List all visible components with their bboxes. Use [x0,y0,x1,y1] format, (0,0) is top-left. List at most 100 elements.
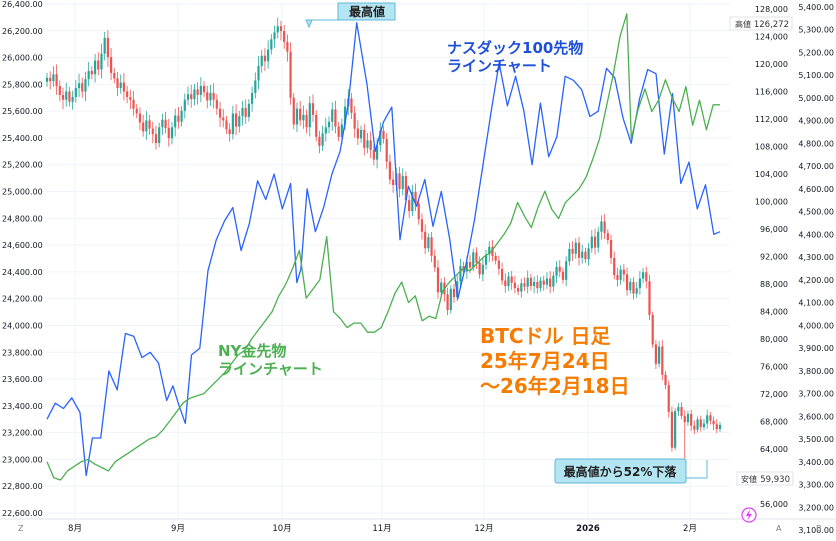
btc-candle [279,20,283,41]
btc-candle [167,118,170,147]
btc-candle [132,91,135,116]
btc-candle [270,34,273,55]
btc-candle [549,271,552,294]
btc-candle [359,125,363,143]
btc-candle [408,194,411,218]
btc-candle [523,277,526,291]
btc-candle [459,258,462,288]
btc-candle [392,170,395,193]
x-corner-label-left: Z [18,524,24,533]
btc-candle [126,85,129,104]
right-tick-label: 4,900.00 [798,117,834,126]
btc-candle [513,275,516,294]
btc-candle [299,100,302,126]
btc-candle [597,227,600,253]
right-tick-label: 5,100.00 [798,71,834,80]
x-tick-label: 10月 [272,524,291,534]
btc-candle [196,82,199,105]
btc-candle [565,256,568,286]
btc-candle [677,403,680,416]
right-tick-label: 5,300.00 [798,26,834,35]
btc-candle [488,241,491,263]
right-tick-label: 3,300.00 [798,481,834,490]
btc-candle [622,263,625,282]
middle-tick-label: 120,000 [755,60,788,69]
btc-candle [170,121,174,145]
btc-candle [648,274,651,321]
middle-tick-label: 72,000 [760,390,788,399]
btc-candle [148,114,151,135]
btc-candle [702,418,706,431]
lightning-icon[interactable] [741,507,757,523]
btc-candle [667,380,670,418]
right-tick-label: 5,200.00 [798,48,834,57]
btc-candle [715,419,718,434]
btc-candle [228,123,231,142]
nasdaq-line [46,22,721,477]
btc-candle [231,105,234,140]
btc-candle [446,287,449,316]
btc-candle [609,234,613,265]
btc-candle [718,422,722,432]
left-tick-label: 24,600.00 [2,241,43,250]
middle-tick-label: 92,000 [760,253,788,262]
btc-candle [584,247,587,264]
middle-tick-label: 100,000 [755,198,788,207]
right-tick-label: 3,400.00 [798,458,834,467]
btc-candle [712,416,715,430]
low-badge-label: 安値 [741,474,757,484]
left-tick-label: 25,000.00 [2,188,43,197]
left-tick-label: 25,800.00 [2,80,43,89]
nasdaq-label-line1: ナスダック100先物 [447,39,583,57]
right-tick-label: 3,700.00 [798,390,834,399]
btc-candle [289,42,292,105]
btc-candle [158,122,161,148]
btc-candle [706,409,709,429]
btc-candle [401,168,404,196]
low-badge-value: 59,930 [760,475,790,485]
middle-tick-label: 80,000 [760,335,788,344]
btc-candle [318,130,321,154]
nasdaq-annotation: ナスダック100先物 ラインチャート [447,39,583,75]
middle-tick-label: 124,000 [755,33,788,42]
right-tick-label: 3,500.00 [798,435,834,444]
btc-candle [417,198,420,225]
btc-candle [142,114,145,137]
btc-candle [183,93,186,119]
btc-title-line1: BTCドル 日足 [480,324,612,348]
gridlines [45,2,730,519]
btc-candle [600,215,603,240]
right-tick-label: 3,100.00 [798,526,834,535]
btc-candle [180,106,183,127]
left-tick-label: 23,800.00 [2,348,43,357]
left-tick-label: 26,200.00 [2,27,43,36]
left-tick-label: 25,200.00 [2,161,43,170]
btc-candle [129,89,132,110]
btc-candle [61,87,65,110]
left-tick-label: 25,600.00 [2,107,43,116]
btc-candle [414,183,417,212]
btc-candle [74,80,77,103]
btc-candle [690,409,693,432]
btc-candle [97,52,100,76]
middle-tick-label: 104,000 [755,170,788,179]
btc-candle [587,243,590,266]
btc-candle [632,277,635,300]
btc-candles [45,17,722,477]
btc-candle [699,415,702,432]
btc-candle [526,270,529,294]
btc-candle [283,24,286,49]
btc-candle [645,266,648,289]
btc-candle [222,109,225,128]
btc-candle [100,43,103,79]
x-tick-label: 12月 [474,524,493,534]
right-tick-label: 3,900.00 [798,344,834,353]
btc-candle [103,31,106,61]
btc-candle [449,285,452,314]
middle-tick-label: 68,000 [760,418,788,427]
gold-label-line2: ラインチャート [218,360,323,378]
btc-candle [234,104,238,135]
btc-candle [517,284,520,296]
btc-candle [151,121,154,144]
